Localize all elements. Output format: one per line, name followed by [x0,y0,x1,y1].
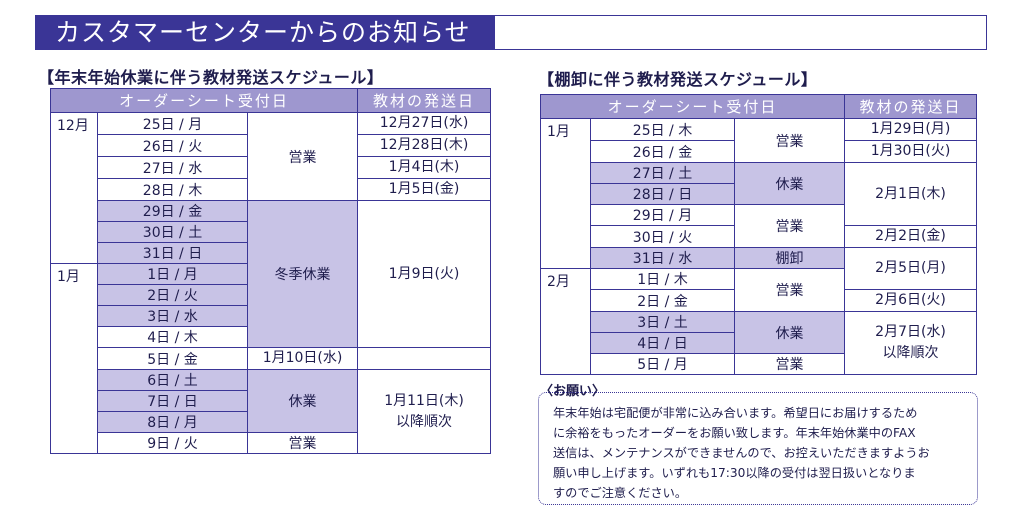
day-cell: 1日 / 月 [97,263,248,285]
ship-date: 2月5日(月) [844,247,978,290]
note-line: すのでご注意ください。 [553,486,688,500]
note-line: に余裕をもったオーダーをお願い致します。年末年始休業中のFAX [553,426,916,440]
note-line: 送信は、メンテナンスができませんので、お控えいただきますようお [553,446,930,460]
status-inventory: 棚卸 [733,247,846,269]
title-underline [495,15,987,50]
day-cell: 30日 / 火 [590,225,735,248]
ship-date: 1月10日(水) [246,347,359,370]
order-date-header: オーダーシート受付日 [539,94,846,119]
day-cell: 29日 / 月 [590,204,735,226]
day-cell: 9日 / 火 [97,432,248,454]
ship-date: 1月9日(火) [357,200,492,348]
day-cell: 4日 / 木 [97,326,248,348]
ship-date: 1月30日(火) [844,140,978,163]
day-cell: 25日 / 月 [97,112,248,135]
month-label-jan: 1月 [540,118,591,269]
day-cell: 26日 / 火 [97,134,248,157]
status-open: 営業 [733,204,846,248]
status-closed: 休業 [733,311,846,354]
day-cell: 1日 / 木 [590,268,735,290]
status-closed: 休業 [733,162,846,205]
month-label-feb: 2月 [540,268,591,375]
inventory-schedule-table: オーダーシート受付日 教材の発送日 1月 25日 / 木 営業 1月29日(月)… [539,94,978,375]
day-cell: 27日 / 土 [590,162,735,184]
ship-date-note: 以降順次 [882,345,939,361]
day-cell: 8日 / 月 [97,411,248,433]
note-label: 〈お願い〉 [540,384,606,399]
ship-date: 1月29日(月) [844,118,978,141]
day-cell: 26日 / 金 [590,140,735,163]
day-cell: 2日 / 火 [97,284,248,306]
day-cell: 3日 / 土 [590,311,735,333]
ship-date: 2月6日(火) [844,289,978,312]
day-cell: 5日 / 金 [97,347,248,370]
month-label-dec: 12月 [50,112,98,264]
ship-date-note: 以降順次 [396,413,453,430]
day-cell: 3日 / 水 [97,305,248,327]
ship-date: 2月1日(木) [844,162,978,226]
ship-date-header: 教材の発送日 [844,94,978,119]
status-open: 営業 [733,118,846,163]
status-open: 営業 [733,353,846,375]
ship-date-range: 2月7日(水) 以降順次 [844,311,978,375]
ship-date: 1月4日(木) [357,156,492,179]
day-cell: 27日 / 水 [97,156,248,179]
day-cell: 7日 / 日 [97,390,248,412]
year-end-schedule-heading: 【年末年始休業に伴う教材発送スケジュール】 [38,68,384,87]
note-line: 年末年始は宅配便が非常に込み合います。希望日にお届けするため [553,406,918,420]
status-open: 営業 [246,112,359,201]
page-title: カスタマーセンターからのお知らせ [35,15,495,50]
status-closed: 休業 [246,369,359,433]
status-winter-closed: 冬季休業 [246,200,359,348]
ship-date-header: 教材の発送日 [357,88,492,113]
note-box: 年末年始は宅配便が非常に込み合います。希望日にお届けするため に余裕をもったオー… [538,392,978,505]
order-date-header: オーダーシート受付日 [49,88,359,113]
month-label-jan: 1月 [50,263,98,454]
status-open: 営業 [246,432,359,454]
inventory-schedule-heading: 【棚卸に伴う教材発送スケジュール】 [538,70,818,89]
ship-date: 1月5日(金) [357,178,492,201]
day-cell: 31日 / 日 [97,242,248,264]
ship-date: 12月27日(水) [357,112,492,135]
year-end-schedule-table: オーダーシート受付日 教材の発送日 12月 25日 / 月 営業 12月27日(… [49,88,492,454]
day-cell: 28日 / 日 [590,183,735,205]
ship-date-range: 1月11日(木) 以降順次 [357,369,492,454]
day-cell: 25日 / 木 [590,118,735,141]
day-cell: 2日 / 金 [590,289,735,312]
ship-date: 2月2日(金) [844,225,978,248]
day-cell: 31日 / 水 [590,247,735,269]
day-cell: 6日 / 土 [97,369,248,391]
day-cell: 5日 / 月 [590,353,735,375]
day-cell: 4日 / 日 [590,332,735,354]
day-cell: 30日 / 土 [97,221,248,243]
status-open: 営業 [733,268,846,312]
ship-date: 1月11日(木) [384,392,464,409]
day-cell: 28日 / 木 [97,178,248,201]
note-line: 願い申し上げます。いずれも17:30以降の受付は翌日扱いとなりま [553,466,916,480]
ship-date: 12月28日(木) [357,134,492,157]
ship-date: 2月7日(水) [875,324,946,340]
day-cell: 29日 / 金 [97,200,248,222]
